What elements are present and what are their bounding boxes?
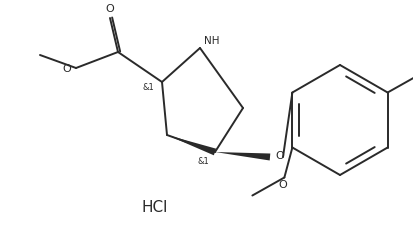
Text: O: O	[275, 151, 284, 161]
Text: HCl: HCl	[142, 201, 168, 216]
Text: O: O	[278, 180, 287, 191]
Text: O: O	[106, 4, 114, 14]
Text: &1: &1	[142, 82, 154, 91]
Text: NH: NH	[204, 36, 219, 46]
Text: O: O	[62, 64, 71, 74]
Text: &1: &1	[197, 158, 209, 167]
Polygon shape	[215, 152, 271, 161]
Polygon shape	[167, 135, 216, 155]
